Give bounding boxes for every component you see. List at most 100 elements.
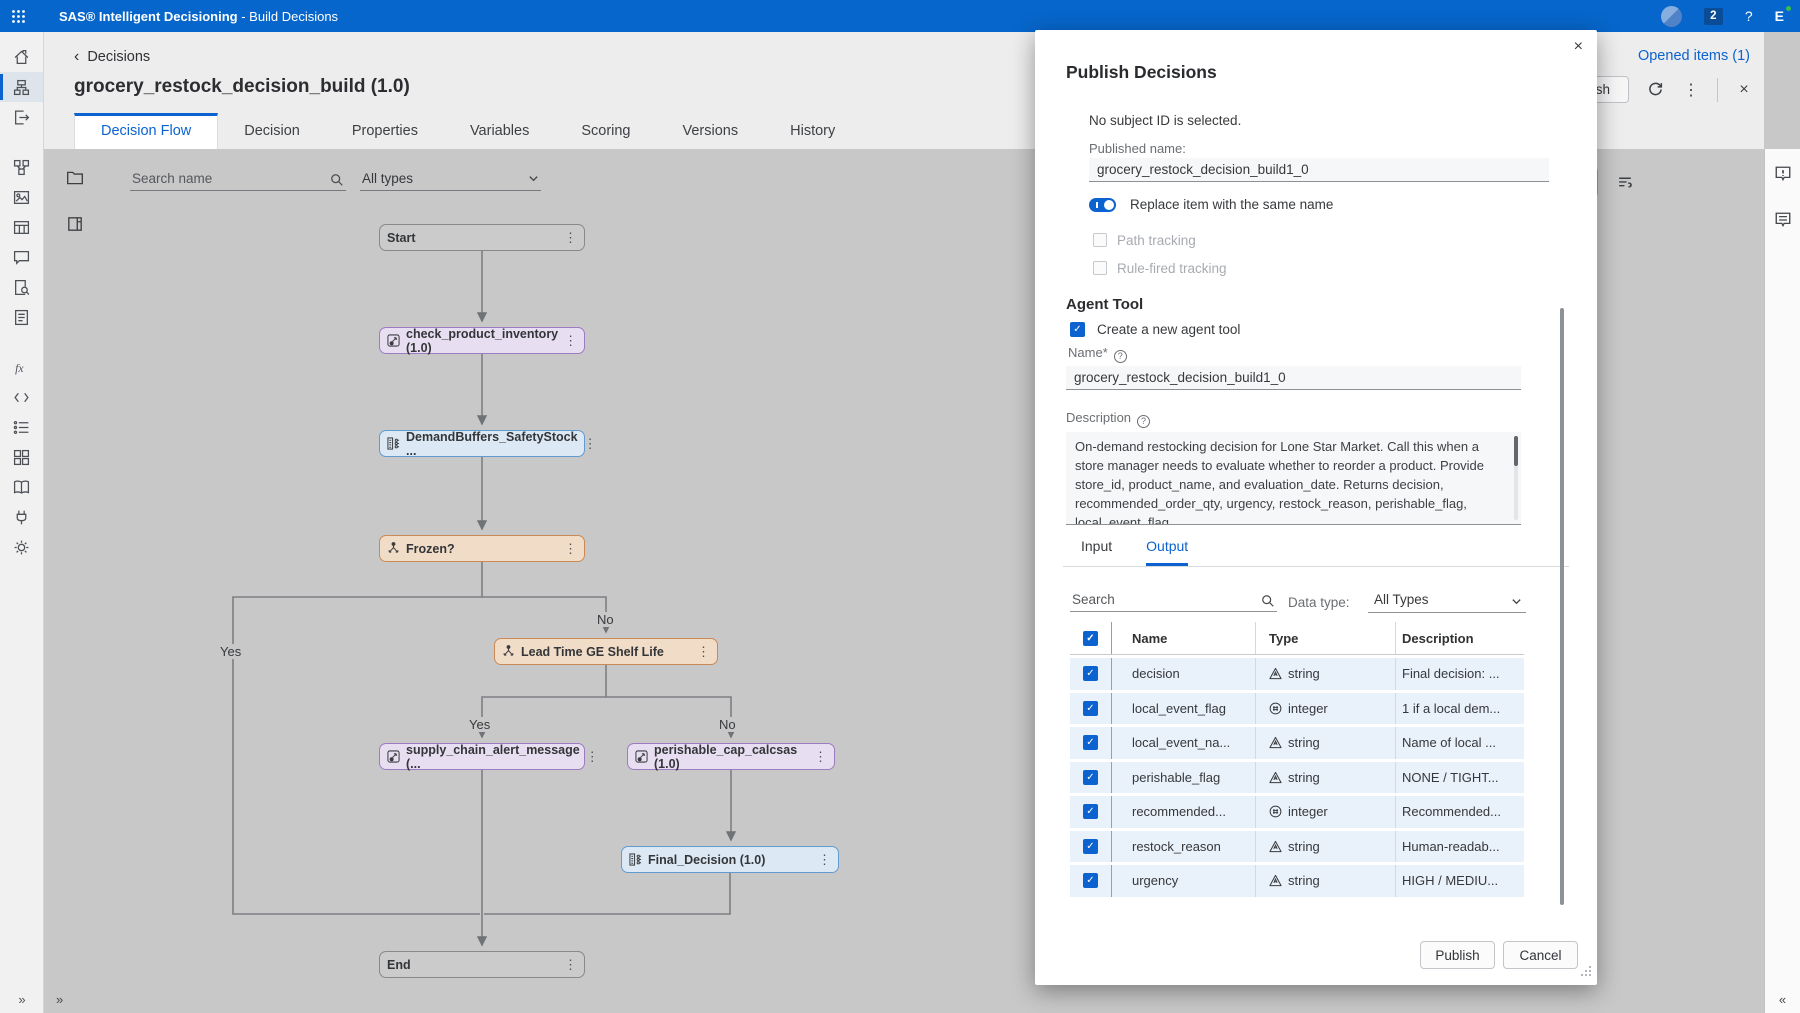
more-menu-icon[interactable]: ⋮ (1683, 81, 1699, 99)
string-type-icon (1269, 737, 1282, 749)
table-row[interactable]: ✓ decision string Final decision: ... (1070, 658, 1524, 690)
expand-left-panel-icon[interactable]: » (56, 992, 64, 1007)
row-checkbox[interactable]: ✓ (1083, 804, 1098, 820)
opened-items-link[interactable]: Opened items (1) (1637, 48, 1750, 64)
node-menu-icon[interactable]: ⋮ (583, 435, 597, 451)
flow-node-start[interactable]: Start ⋮ (379, 224, 585, 251)
sidebar-item-objects[interactable] (0, 152, 43, 182)
row-checkbox[interactable]: ✓ (1083, 838, 1098, 854)
node-menu-icon[interactable]: ⋮ (585, 748, 599, 764)
sidebar-item-code[interactable] (0, 382, 43, 412)
dialog-scrollbar[interactable] (1560, 308, 1564, 905)
search-name-input[interactable] (130, 167, 346, 191)
node-menu-icon[interactable]: ⋮ (564, 956, 577, 972)
row-checkbox[interactable]: ✓ (1083, 666, 1098, 682)
sidebar-item-data[interactable] (0, 212, 43, 242)
column-header-description[interactable]: Description (1395, 622, 1524, 654)
flow-node-perishable-cap-calcsas[interactable]: perishable_cap_calcsas (1.0) ⋮ (627, 743, 835, 771)
data-type-dropdown[interactable]: All Types (1368, 588, 1526, 613)
tab-history[interactable]: History (790, 123, 836, 139)
subject-id-note: No subject ID is selected. (1089, 113, 1242, 128)
replace-item-toggle[interactable] (1089, 198, 1116, 212)
table-header-row: ✓ Name Type Description (1070, 622, 1524, 655)
table-row[interactable]: ✓ local_event_na... string Name of local… (1070, 727, 1524, 759)
flow-node-check-product-inventory[interactable]: check_product_inventory (1.0) ⋮ (379, 327, 585, 355)
table-row[interactable]: ✓ local_event_flag integer 1 if a local … (1070, 692, 1524, 724)
sidebar-item-rulesets[interactable] (0, 412, 43, 442)
sidebar-item-treatments[interactable] (0, 442, 43, 472)
sidebar-item-models[interactable] (0, 182, 43, 212)
app-switcher-icon[interactable] (9, 7, 27, 25)
sidebar-item-connections[interactable] (0, 502, 43, 532)
node-menu-icon[interactable]: ⋮ (564, 540, 577, 556)
errors-panel-icon[interactable] (1774, 165, 1792, 183)
sidebar-item-home[interactable] (0, 42, 43, 72)
flow-node-lead-time-ge-shelf-life[interactable]: Lead Time GE Shelf Life ⋮ (494, 638, 718, 665)
flow-node-demandbuffers-safetystock[interactable]: DemandBuffers_SafetyStock ... ⋮ (379, 430, 597, 458)
tab-scoring[interactable]: Scoring (581, 123, 631, 139)
flow-node-frozen-branch[interactable]: Frozen? ⋮ (379, 535, 585, 562)
collapse-right-panel-icon[interactable]: « (1778, 992, 1787, 1007)
notification-badge[interactable]: 2 (1703, 7, 1723, 25)
refresh-icon[interactable] (1645, 80, 1665, 100)
row-checkbox[interactable]: ✓ (1083, 735, 1098, 751)
tab-input[interactable]: Input (1081, 538, 1113, 554)
node-menu-icon[interactable]: ⋮ (564, 229, 577, 245)
tab-properties[interactable]: Properties (351, 123, 418, 139)
dialog-publish-button[interactable]: Publish (1420, 941, 1495, 969)
agent-tool-description-textarea[interactable]: On-demand restocking decision for Lone S… (1066, 432, 1521, 525)
folder-panel-icon[interactable] (66, 169, 84, 187)
dialog-resize-handle[interactable] (1581, 964, 1591, 979)
row-checkbox[interactable]: ✓ (1083, 769, 1098, 785)
sidebar-item-comments[interactable] (0, 242, 43, 272)
published-name-input[interactable] (1089, 158, 1549, 182)
table-row[interactable]: ✓ urgency string HIGH / MEDIU... (1070, 865, 1524, 897)
breadcrumb[interactable]: ‹ Decisions (74, 48, 151, 65)
tab-decision-flow[interactable]: Decision Flow (74, 113, 219, 149)
avatar[interactable]: E (1775, 5, 1792, 24)
select-all-checkbox[interactable]: ✓ (1083, 630, 1098, 646)
row-checkbox[interactable]: ✓ (1083, 873, 1098, 889)
description-help-icon[interactable]: ? (1137, 414, 1151, 428)
sidebar-item-lookup[interactable] (0, 272, 43, 302)
description-scrollbar-thumb[interactable] (1514, 436, 1518, 466)
sidebar-item-publish[interactable] (0, 102, 43, 132)
node-menu-icon[interactable]: ⋮ (564, 332, 578, 348)
sidebar-item-settings[interactable] (0, 532, 43, 562)
table-row[interactable]: ✓ perishable_flag string NONE / TIGHT... (1070, 761, 1524, 793)
tab-output[interactable]: Output (1146, 538, 1189, 566)
column-header-type[interactable]: Type (1255, 622, 1395, 654)
expand-rail-icon[interactable]: » (18, 992, 26, 1007)
node-menu-icon[interactable]: ⋮ (818, 851, 831, 867)
output-search-input[interactable] (1070, 588, 1277, 612)
row-checkbox[interactable]: ✓ (1083, 700, 1098, 716)
comments-panel-icon[interactable] (1774, 211, 1792, 229)
table-row[interactable]: ✓ recommended... integer Recommended... (1070, 796, 1524, 828)
list-view-tool-icon[interactable] (1610, 168, 1640, 196)
type-filter-dropdown[interactable]: All types (360, 167, 541, 191)
brand-logo-icon[interactable] (1660, 5, 1682, 27)
tab-variables[interactable]: Variables (469, 123, 530, 139)
agent-tool-name-input[interactable] (1066, 366, 1521, 390)
agent-tool-section-title: Agent Tool (1066, 296, 1144, 313)
sidebar-item-reference[interactable] (0, 472, 43, 502)
tab-versions[interactable]: Versions (682, 123, 739, 139)
sidebar-item-functions[interactable]: fx (0, 352, 43, 382)
close-view-icon[interactable]: × (1739, 80, 1749, 98)
tab-decision[interactable]: Decision (244, 123, 300, 139)
help-icon[interactable]: ? (1744, 8, 1753, 24)
flow-node-final-decision[interactable]: Final_Decision (1.0) ⋮ (621, 846, 839, 873)
flow-node-supply-chain-alert-message[interactable]: supply_chain_alert_message (... ⋮ (379, 743, 599, 771)
node-menu-icon[interactable]: ⋮ (697, 643, 710, 659)
node-menu-icon[interactable]: ⋮ (814, 748, 827, 764)
create-agent-tool-checkbox[interactable]: ✓ (1070, 322, 1085, 337)
column-header-name[interactable]: Name (1132, 630, 1168, 646)
name-help-icon[interactable]: ? (1113, 349, 1127, 363)
pin-panel-icon[interactable] (66, 215, 84, 233)
sidebar-item-documents[interactable] (0, 302, 43, 332)
flow-node-end[interactable]: End ⋮ (379, 951, 585, 978)
sidebar-item-build-decisions[interactable] (0, 72, 43, 102)
dialog-close-icon[interactable]: × (1573, 38, 1583, 55)
dialog-cancel-button[interactable]: Cancel (1503, 941, 1578, 969)
table-row[interactable]: ✓ restock_reason string Human-readab... (1070, 830, 1524, 862)
